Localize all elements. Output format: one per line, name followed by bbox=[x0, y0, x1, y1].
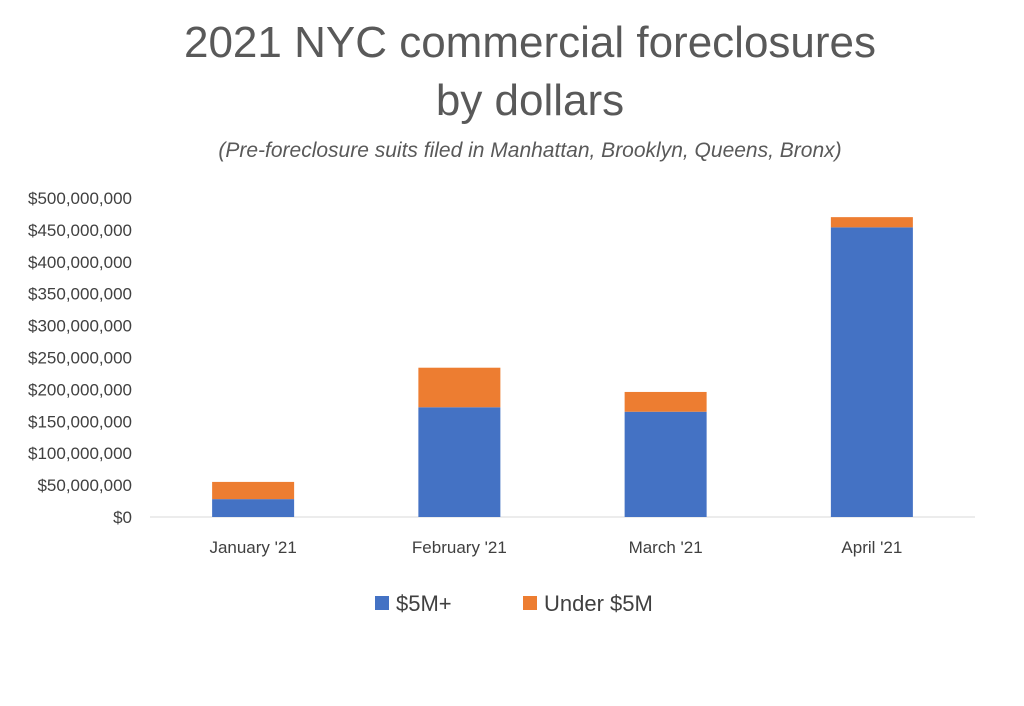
x-tick-label: April '21 bbox=[841, 538, 902, 557]
x-tick-label: March '21 bbox=[629, 538, 703, 557]
y-tick-label: $500,000,000 bbox=[28, 189, 132, 208]
bar-segment-5m-plus bbox=[212, 499, 295, 517]
legend-label-5m-plus: $5M+ bbox=[396, 591, 452, 616]
chart-subtitle: (Pre-foreclosure suits filed in Manhatta… bbox=[218, 139, 841, 162]
bar-segment-under-5m bbox=[830, 217, 913, 228]
bar-segment-5m-plus bbox=[624, 411, 707, 517]
y-tick-label: $0 bbox=[113, 508, 132, 527]
bars-group bbox=[212, 217, 913, 517]
y-tick-label: $200,000,000 bbox=[28, 380, 132, 399]
bar-segment-under-5m bbox=[418, 367, 501, 408]
legend: $5M+ Under $5M bbox=[375, 591, 653, 616]
bar-segment-5m-plus bbox=[830, 227, 913, 517]
bar-segment-5m-plus bbox=[418, 407, 501, 517]
x-tick-label: January '21 bbox=[209, 538, 296, 557]
y-tick-label: $400,000,000 bbox=[28, 253, 132, 272]
y-tick-label: $300,000,000 bbox=[28, 317, 132, 336]
chart-title-line-1: 2021 NYC commercial foreclosures bbox=[184, 18, 876, 67]
y-tick-label: $50,000,000 bbox=[37, 476, 132, 495]
y-tick-label: $350,000,000 bbox=[28, 285, 132, 304]
y-tick-label: $100,000,000 bbox=[28, 444, 132, 463]
legend-swatch-5m-plus bbox=[375, 596, 389, 610]
bar-segment-under-5m bbox=[624, 391, 707, 412]
y-axis: $0 $50,000,000 $100,000,000 $150,000,000 $20… bbox=[28, 189, 132, 527]
bar-segment-under-5m bbox=[212, 481, 295, 500]
legend-swatch-under-5m bbox=[523, 596, 537, 610]
chart-title-line-2: by dollars bbox=[436, 76, 624, 125]
y-tick-label: $450,000,000 bbox=[28, 221, 132, 240]
x-tick-label: February '21 bbox=[412, 538, 507, 557]
x-axis: January '21 February '21 March '21 April '2… bbox=[209, 538, 902, 557]
legend-label-under-5m: Under $5M bbox=[544, 591, 653, 616]
y-tick-label: $250,000,000 bbox=[28, 349, 132, 368]
y-tick-label: $150,000,000 bbox=[28, 412, 132, 431]
